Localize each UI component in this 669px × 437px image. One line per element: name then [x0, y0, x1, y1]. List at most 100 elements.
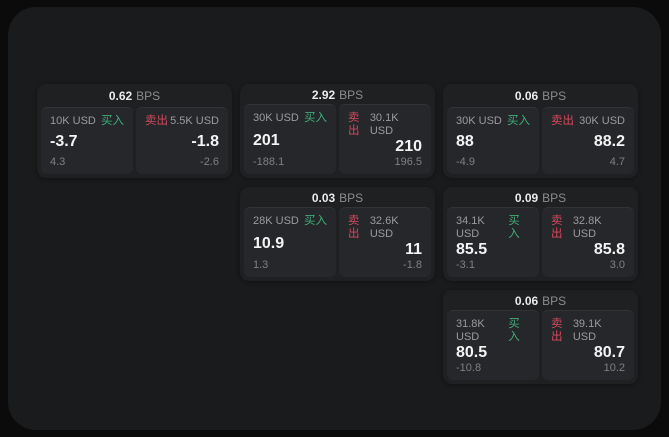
buy-side-label: 买入: [101, 115, 124, 127]
quote-card: 0.06 BPS 31.8K USD 买入 80.5 -10.8 卖出 39.1…: [443, 290, 638, 384]
buy-labels-row: 34.1K USD 买入: [456, 215, 530, 241]
buy-quote-tile[interactable]: 30K USD 买入 88 -4.9: [447, 107, 539, 174]
bps-unit-label: BPS: [542, 190, 567, 205]
sell-quote-tile[interactable]: 卖出 30K USD 88.2 4.7: [542, 107, 634, 174]
sell-price: 11: [405, 241, 422, 258]
sell-quote-tile[interactable]: 卖出 39.1K USD 80.7 10.2: [542, 310, 634, 380]
sell-delta: 4.7: [609, 156, 625, 168]
quote-card: 0.09 BPS 34.1K USD 买入 85.5 -3.1 卖出 32.8K…: [443, 187, 638, 281]
buy-amount: 30K USD: [456, 115, 502, 127]
bps-header: 0.06 BPS: [443, 290, 638, 308]
quote-card-body: 30K USD 买入 88 -4.9 卖出 30K USD 88.2 4.7: [443, 105, 638, 178]
sell-side-label: 卖出: [551, 115, 574, 127]
bps-value: 0.03: [311, 190, 336, 205]
buy-delta: -188.1: [253, 156, 285, 168]
sell-side-label: 卖出: [348, 112, 360, 137]
bps-value: 0.06: [514, 293, 539, 308]
buy-side-label: 买入: [304, 215, 327, 227]
sell-labels-row: 卖出 32.6K USD: [348, 215, 422, 241]
buy-labels-row: 30K USD 买入: [456, 115, 530, 128]
buy-price: 85.5: [456, 241, 488, 258]
buy-delta: 4.3: [50, 156, 66, 168]
sell-side-label: 卖出: [348, 215, 360, 240]
buy-quote-tile[interactable]: 28K USD 买入 10.9 1.3: [244, 207, 336, 277]
buy-amount: 30K USD: [253, 112, 299, 124]
bps-unit-label: BPS: [339, 87, 364, 102]
sell-price: 88.2: [593, 133, 625, 150]
buy-amount: 31.8K USD: [456, 318, 485, 343]
sell-delta: -2.6: [200, 156, 219, 168]
bps-value: 0.62: [108, 89, 133, 103]
buy-labels-row: 28K USD 买入: [253, 215, 327, 228]
sell-side-label: 卖出: [551, 318, 563, 343]
buy-side-label: 买入: [304, 112, 327, 124]
bps-header: 0.09 BPS: [443, 187, 638, 205]
bps-unit-label: BPS: [136, 89, 161, 103]
bps-header: 2.92 BPS: [240, 84, 435, 102]
sell-quote-tile[interactable]: 卖出 5.5K USD -1.8 -2.6: [136, 107, 228, 174]
quote-card: 0.62 BPS 10K USD 买入 -3.7 4.3 卖出 5.5K USD…: [37, 84, 232, 178]
sell-price: -1.8: [191, 133, 219, 150]
quote-card-body: 31.8K USD 买入 80.5 -10.8 卖出 39.1K USD 80.…: [443, 308, 638, 384]
buy-amount: 34.1K USD: [456, 215, 485, 240]
sell-amount: 30.1K USD: [369, 112, 399, 137]
buy-labels-row: 30K USD 买入: [253, 112, 327, 125]
buy-side-label: 买入: [508, 215, 520, 240]
buy-price: 201: [253, 131, 280, 149]
buy-labels-row: 10K USD 买入: [50, 115, 124, 128]
buy-price: 88: [456, 133, 474, 150]
sell-quote-tile[interactable]: 卖出 30.1K USD 210 196.5: [339, 104, 431, 174]
buy-side-label: 买入: [507, 115, 530, 127]
buy-quote-tile[interactable]: 31.8K USD 买入 80.5 -10.8: [447, 310, 539, 380]
quote-card-body: 10K USD 买入 -3.7 4.3 卖出 5.5K USD -1.8 -2.…: [37, 105, 232, 178]
buy-quote-tile[interactable]: 30K USD 买入 201 -188.1: [244, 104, 336, 174]
quote-card-body: 28K USD 买入 10.9 1.3 卖出 32.6K USD 11 -1.8: [240, 205, 435, 281]
buy-price: 80.5: [456, 344, 488, 361]
sell-delta: -1.8: [403, 259, 422, 271]
buy-delta: -3.1: [456, 259, 475, 271]
sell-delta: 196.5: [394, 156, 422, 168]
buy-quote-tile[interactable]: 34.1K USD 买入 85.5 -3.1: [447, 207, 539, 277]
buy-price: -3.7: [50, 133, 78, 150]
bps-unit-label: BPS: [542, 89, 567, 103]
sell-labels-row: 卖出 39.1K USD: [551, 318, 625, 344]
bps-header: 0.03 BPS: [240, 187, 435, 205]
buy-side-label: 买入: [508, 318, 520, 343]
sell-delta: 3.0: [609, 259, 625, 271]
sell-price: 80.7: [593, 344, 625, 361]
sell-amount: 32.6K USD: [369, 215, 399, 240]
sell-side-label: 卖出: [145, 115, 168, 127]
buy-delta: -10.8: [456, 362, 482, 374]
buy-delta: -4.9: [456, 156, 475, 168]
sell-amount: 32.8K USD: [572, 215, 602, 240]
quote-card: 2.92 BPS 30K USD 买入 201 -188.1 卖出 30.1K …: [240, 84, 435, 178]
sell-amount: 30K USD: [579, 115, 625, 127]
sell-delta: 10.2: [603, 362, 625, 374]
sell-labels-row: 卖出 32.8K USD: [551, 215, 625, 241]
bps-value: 0.06: [514, 89, 539, 103]
buy-amount: 28K USD: [253, 215, 299, 227]
buy-labels-row: 31.8K USD 买入: [456, 318, 530, 344]
bps-header: 0.62 BPS: [37, 84, 232, 105]
quote-card: 0.06 BPS 30K USD 买入 88 -4.9 卖出 30K USD 8…: [443, 84, 638, 178]
sell-amount: 5.5K USD: [170, 115, 219, 127]
sell-quote-tile[interactable]: 卖出 32.6K USD 11 -1.8: [339, 207, 431, 277]
bps-value: 2.92: [311, 87, 336, 102]
quote-card-body: 30K USD 买入 201 -188.1 卖出 30.1K USD 210 1…: [240, 102, 435, 178]
quote-card: 0.03 BPS 28K USD 买入 10.9 1.3 卖出 32.6K US…: [240, 187, 435, 281]
sell-price: 85.8: [593, 241, 625, 258]
sell-labels-row: 卖出 30K USD: [551, 115, 625, 128]
quotes-panel: 0.62 BPS 10K USD 买入 -3.7 4.3 卖出 5.5K USD…: [8, 7, 661, 430]
buy-amount: 10K USD: [50, 115, 96, 127]
buy-delta: 1.3: [253, 259, 269, 271]
buy-price: 10.9: [253, 234, 285, 252]
bps-unit-label: BPS: [339, 190, 364, 205]
sell-quote-tile[interactable]: 卖出 32.8K USD 85.8 3.0: [542, 207, 634, 277]
bps-unit-label: BPS: [542, 293, 567, 308]
sell-side-label: 卖出: [551, 215, 563, 240]
sell-amount: 39.1K USD: [572, 318, 602, 343]
sell-labels-row: 卖出 30.1K USD: [348, 112, 422, 138]
sell-labels-row: 卖出 5.5K USD: [145, 115, 219, 128]
buy-quote-tile[interactable]: 10K USD 买入 -3.7 4.3: [41, 107, 133, 174]
